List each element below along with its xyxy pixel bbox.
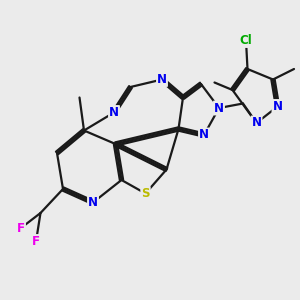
Text: F: F [32,235,40,248]
Text: N: N [109,106,119,119]
Text: N: N [88,196,98,209]
Text: N: N [251,116,262,130]
Text: N: N [199,128,209,142]
Text: Cl: Cl [240,34,252,47]
Text: S: S [141,187,150,200]
Text: F: F [17,221,25,235]
Text: N: N [272,100,283,113]
Text: N: N [214,101,224,115]
Text: N: N [157,73,167,86]
